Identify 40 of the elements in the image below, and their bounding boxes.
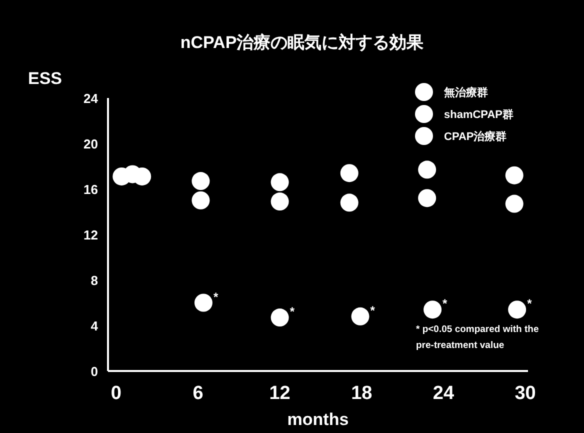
point bbox=[505, 166, 524, 184]
point bbox=[340, 194, 358, 212]
y-tick-label: 20 bbox=[84, 136, 98, 152]
annotation: * bbox=[213, 290, 218, 304]
point bbox=[270, 192, 289, 211]
x-tick-label: 24 bbox=[432, 383, 454, 404]
point bbox=[505, 194, 524, 213]
annotation: * bbox=[370, 303, 376, 318]
x-tick-label: 0 bbox=[110, 383, 122, 404]
y-axis-title: ESS bbox=[28, 69, 62, 88]
point bbox=[508, 300, 526, 319]
point bbox=[418, 189, 436, 208]
point bbox=[340, 164, 358, 182]
legend-label: shamCPAP群 bbox=[444, 108, 514, 121]
y-tick-label: 24 bbox=[84, 91, 99, 106]
chart-title: nCPAP治療の眠気に対する効果 bbox=[180, 33, 425, 52]
point bbox=[192, 172, 210, 190]
point bbox=[418, 160, 436, 179]
legend-label: CPAP治療群 bbox=[444, 130, 507, 143]
annotation: * bbox=[290, 304, 295, 319]
legend-label: 無治療群 bbox=[443, 86, 488, 99]
annotation: * bbox=[527, 296, 532, 311]
y-tick-label: 16 bbox=[84, 182, 98, 197]
x-tick-label: 18 bbox=[351, 383, 372, 404]
y-tick-label: 8 bbox=[90, 273, 98, 288]
point bbox=[424, 300, 442, 319]
x-tick-label: 6 bbox=[192, 383, 204, 404]
y-tick-label: 4 bbox=[90, 318, 99, 334]
y-tick-label: 12 bbox=[84, 228, 98, 242]
point bbox=[194, 294, 212, 312]
point bbox=[351, 307, 370, 326]
x-axis-title: months bbox=[287, 410, 349, 429]
annotation: * p<0.05 compared with the pre-treatment value bbox=[416, 324, 539, 351]
x-tick-label: 30 bbox=[514, 383, 536, 404]
y-tick-label: 0 bbox=[90, 364, 98, 379]
annotation: * bbox=[442, 296, 448, 311]
point bbox=[192, 191, 210, 210]
point bbox=[270, 308, 289, 327]
x-tick-label: 12 bbox=[269, 383, 290, 404]
point bbox=[270, 173, 289, 192]
